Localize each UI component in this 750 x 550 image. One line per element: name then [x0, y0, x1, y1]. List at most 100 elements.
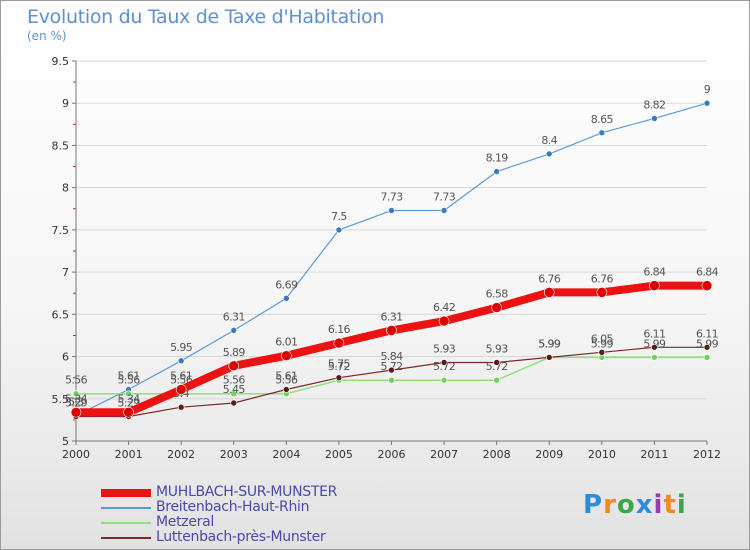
- x-tick-label: 2008: [483, 448, 511, 461]
- metzeral-data-label: 5.99: [591, 337, 614, 350]
- breitenbach-point: [230, 327, 238, 334]
- luttenbach-data-label: 5.93: [433, 342, 456, 355]
- breitenbach-data-label: 7.5: [331, 210, 347, 223]
- legend-swatch: [101, 489, 151, 497]
- y-tick-label: 7.5: [52, 224, 70, 237]
- y-tick-label: 9.5: [52, 55, 70, 68]
- breitenbach-point: [177, 357, 185, 365]
- luttenbach-data-label: 5.84: [380, 350, 403, 363]
- luttenbach-data-label: 5.93: [486, 342, 509, 355]
- breitenbach-data-label: 5.3: [68, 396, 84, 409]
- x-tick-label: 2006: [378, 448, 406, 461]
- legend-label: MUHLBACH-SUR-MUNSTER: [156, 484, 338, 500]
- breitenbach-point: [283, 294, 290, 302]
- luttenbach-point: [440, 359, 448, 366]
- breitenbach-data-label: 6.31: [223, 310, 245, 323]
- x-tick-label: 2009: [535, 448, 563, 461]
- metzeral-data-label: 5.99: [538, 337, 561, 350]
- muhlbach-point: [543, 287, 555, 298]
- x-tick-label: 2011: [640, 448, 668, 461]
- breitenbach-data-label: 7.73: [433, 190, 456, 203]
- muhlbach-data-label: 6.76: [538, 272, 561, 285]
- luttenbach-data-label: 5.45: [223, 383, 246, 396]
- muhlbach-data-label: 5.61: [170, 369, 192, 382]
- x-tick-label: 2000: [62, 448, 90, 461]
- breitenbach-point: [440, 207, 448, 214]
- metzeral-point: [651, 354, 658, 361]
- x-tick-label: 2012: [693, 448, 721, 461]
- breitenbach-data-label: 8.19: [486, 152, 509, 165]
- muhlbach-point: [70, 406, 82, 418]
- y-tick-label: 5: [62, 435, 69, 448]
- muhlbach-data-label: 6.76: [591, 272, 614, 285]
- metzeral-point: [125, 390, 132, 398]
- luttenbach-data-label: 5.75: [328, 358, 351, 371]
- metzeral-data-label: 5.72: [328, 360, 350, 373]
- metzeral-point: [72, 390, 80, 398]
- y-tick-label: 8: [62, 182, 69, 195]
- x-tick-label: 2001: [115, 448, 143, 461]
- breitenbach-data-label: 8.4: [541, 134, 557, 147]
- proxiti-logo: Proxiti: [583, 490, 687, 520]
- muhlbach-data-label: 6.31: [380, 310, 402, 323]
- luttenbach-data-label: 6.05: [591, 332, 614, 345]
- muhlbach-data-label: 6.84: [696, 266, 719, 279]
- luttenbach-point: [335, 374, 343, 381]
- muhlbach-point: [386, 325, 397, 336]
- muhlbach-data-label: 6.01: [275, 336, 297, 349]
- y-tick-label: 5.5: [52, 393, 70, 406]
- luttenbach-point: [651, 343, 658, 351]
- muhlbach-data-label: 6.42: [433, 301, 455, 314]
- muhlbach-point: [649, 280, 660, 291]
- breitenbach-data-label: 6.69: [275, 278, 298, 291]
- metzeral-data-label: 5.72: [380, 360, 402, 373]
- muhlbach-point: [175, 384, 187, 395]
- logo-letter: o: [616, 490, 636, 520]
- legend-swatch: [101, 522, 151, 524]
- chart-title: Evolution du Taux de Taxe d'Habitation: [27, 6, 385, 28]
- legend-label: Luttenbach-près-Munster: [156, 529, 326, 545]
- metzeral-point: [493, 376, 500, 384]
- chart-subtitle: (en %): [27, 29, 67, 43]
- logo-letter: t: [663, 490, 677, 520]
- muhlbach-data-label: 5.34: [118, 392, 141, 405]
- muhlbach-data-label: 5.89: [223, 346, 246, 359]
- breitenbach-point: [388, 207, 395, 214]
- metzeral-data-label: 5.56: [223, 374, 246, 387]
- breitenbach-point: [493, 168, 500, 175]
- legend-swatch: [101, 537, 151, 539]
- metzeral-data-label: 5.72: [486, 360, 508, 373]
- metzeral-data-label: 5.56: [275, 374, 298, 387]
- luttenbach-point: [545, 354, 553, 361]
- breitenbach-data-label: 9: [704, 83, 711, 96]
- luttenbach-point: [177, 403, 185, 411]
- luttenbach-point: [493, 359, 500, 366]
- breitenbach-data-label: 5.61: [118, 369, 140, 382]
- logo-letter: i: [676, 490, 687, 520]
- metzeral-point: [388, 376, 395, 384]
- breitenbach-point: [651, 115, 658, 122]
- logo-letter: x: [635, 490, 654, 520]
- legend-swatch: [101, 507, 151, 509]
- x-tick-label: 2004: [272, 448, 300, 461]
- muhlbach-point: [281, 350, 292, 362]
- x-tick-label: 2002: [167, 448, 195, 461]
- logo-letter: r: [603, 490, 617, 520]
- muhlbach-point: [123, 406, 134, 418]
- y-tick-label: 6.5: [52, 308, 70, 321]
- breitenbach-point: [545, 150, 553, 158]
- luttenbach-data-label: 5.99: [538, 337, 561, 350]
- luttenbach-point: [388, 366, 395, 374]
- muhlbach-data-label: 5.34: [65, 392, 88, 405]
- breitenbach-point: [335, 226, 343, 234]
- y-tick-label: 6: [62, 351, 69, 364]
- luttenbach-data-label: 5.29: [65, 397, 88, 410]
- breitenbach-point: [598, 129, 606, 137]
- muhlbach-point: [333, 337, 345, 349]
- metzeral-point: [703, 354, 711, 361]
- breitenbach-point: [703, 99, 711, 107]
- luttenbach-point: [230, 399, 238, 407]
- legend-label: Metzeral: [156, 514, 214, 530]
